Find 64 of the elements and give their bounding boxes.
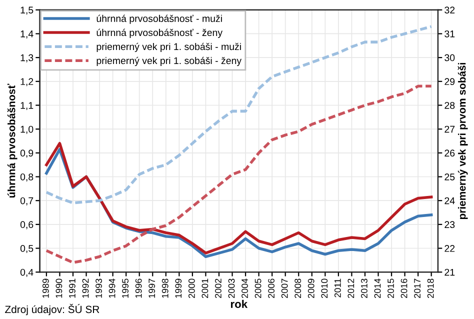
y-tick-label: 0,5 xyxy=(20,245,34,254)
y-axis-title: úhrnná prvosobášnosť xyxy=(7,84,18,198)
x-axis-title: rok xyxy=(230,300,248,308)
y-tick-label: 1,3 xyxy=(20,54,34,62)
y-tick-label: 1,5 xyxy=(20,6,34,15)
x-tick-label: 1997 xyxy=(148,278,156,298)
x-tick-label: 2002 xyxy=(215,278,222,298)
y-tick-label: 0,8 xyxy=(20,173,34,182)
x-tick-label: 2006 xyxy=(268,278,274,298)
x-tick-label: 2005 xyxy=(254,278,262,298)
x-tick-label: 2000 xyxy=(188,278,195,298)
x-tick-label: 1991 xyxy=(69,278,76,298)
x-tick-label: 2007 xyxy=(281,278,288,298)
x-tick-label: 1989 xyxy=(42,278,49,298)
x-tick-label: 2012 xyxy=(348,278,354,298)
text: Zdroj údajov: ŠÚ SR xyxy=(5,304,100,316)
x-tick-label: 2018 xyxy=(427,278,434,298)
x-tick-label: 2008 xyxy=(294,278,302,298)
x-tick-label: 2016 xyxy=(400,278,408,298)
y-tick-label: 0,7 xyxy=(20,197,34,206)
line-series xyxy=(45,25,433,204)
y2-tick-label: 31 xyxy=(444,30,455,38)
x-tick-label: 2009 xyxy=(308,278,314,298)
line-series xyxy=(45,84,433,264)
y2-tick-label: 21 xyxy=(444,268,455,276)
y2-tick-label: 32 xyxy=(444,6,455,14)
x-tick-label: 2017 xyxy=(414,278,420,298)
x-tick-label: 1998 xyxy=(162,278,168,298)
x-tick-label: 2014 xyxy=(374,278,381,298)
y-tick-label: 0,6 xyxy=(20,221,34,230)
x-tick-label: 2003 xyxy=(228,278,235,298)
x-tick-label: 1993 xyxy=(96,278,102,298)
x-tick-label: 2011 xyxy=(334,278,341,298)
y2-tick-label: 22 xyxy=(444,245,455,252)
legend-label: úhrnná prvosobášnosť - muži xyxy=(96,14,222,24)
x-tick-label: 1992 xyxy=(82,278,89,298)
x-tick-label: 2004 xyxy=(242,278,248,298)
y-tick-label: 1,4 xyxy=(20,30,34,38)
x-tick-label: 2013 xyxy=(361,278,368,298)
x-tick-label: 1990 xyxy=(56,278,62,298)
y2-tick-label: 27 xyxy=(444,126,455,133)
y2-tick-label: 24 xyxy=(444,197,455,204)
y2-tick-label: 23 xyxy=(444,221,455,228)
x-tick-label: 2010 xyxy=(321,278,328,298)
legend-label: priemerný vek pri 1. sobáši - ženy xyxy=(96,56,242,66)
y-tick-label: 1,1 xyxy=(20,102,34,110)
y-tick-label: 0,4 xyxy=(20,268,34,277)
legend-label: priemerný vek pri 1. sobáši - muži xyxy=(96,42,241,52)
y2-tick-label: 28 xyxy=(444,102,455,109)
y2-tick-label: 25 xyxy=(444,173,455,180)
x-tick-label: 1996 xyxy=(135,278,142,298)
x-tick-label: 1995 xyxy=(122,278,129,298)
y-tick-label: 1,0 xyxy=(20,126,34,134)
y2-axis-title: priemerný vek pri prvom sobáši xyxy=(458,62,468,220)
y-tick-label: 1,2 xyxy=(20,78,34,86)
y-tick-label: 0,9 xyxy=(20,150,34,158)
y2-tick-label: 30 xyxy=(444,54,455,62)
y2-tick-label: 29 xyxy=(444,78,455,86)
x-tick-label: 2015 xyxy=(388,278,394,298)
x-tick-label: 1999 xyxy=(175,278,182,298)
x-tick-label: 2001 xyxy=(202,278,208,298)
y2-tick-label: 26 xyxy=(444,150,455,157)
x-tick-label: 1994 xyxy=(108,278,116,298)
legend-label: úhrnná prvosobášnosť - ženy xyxy=(96,28,223,38)
